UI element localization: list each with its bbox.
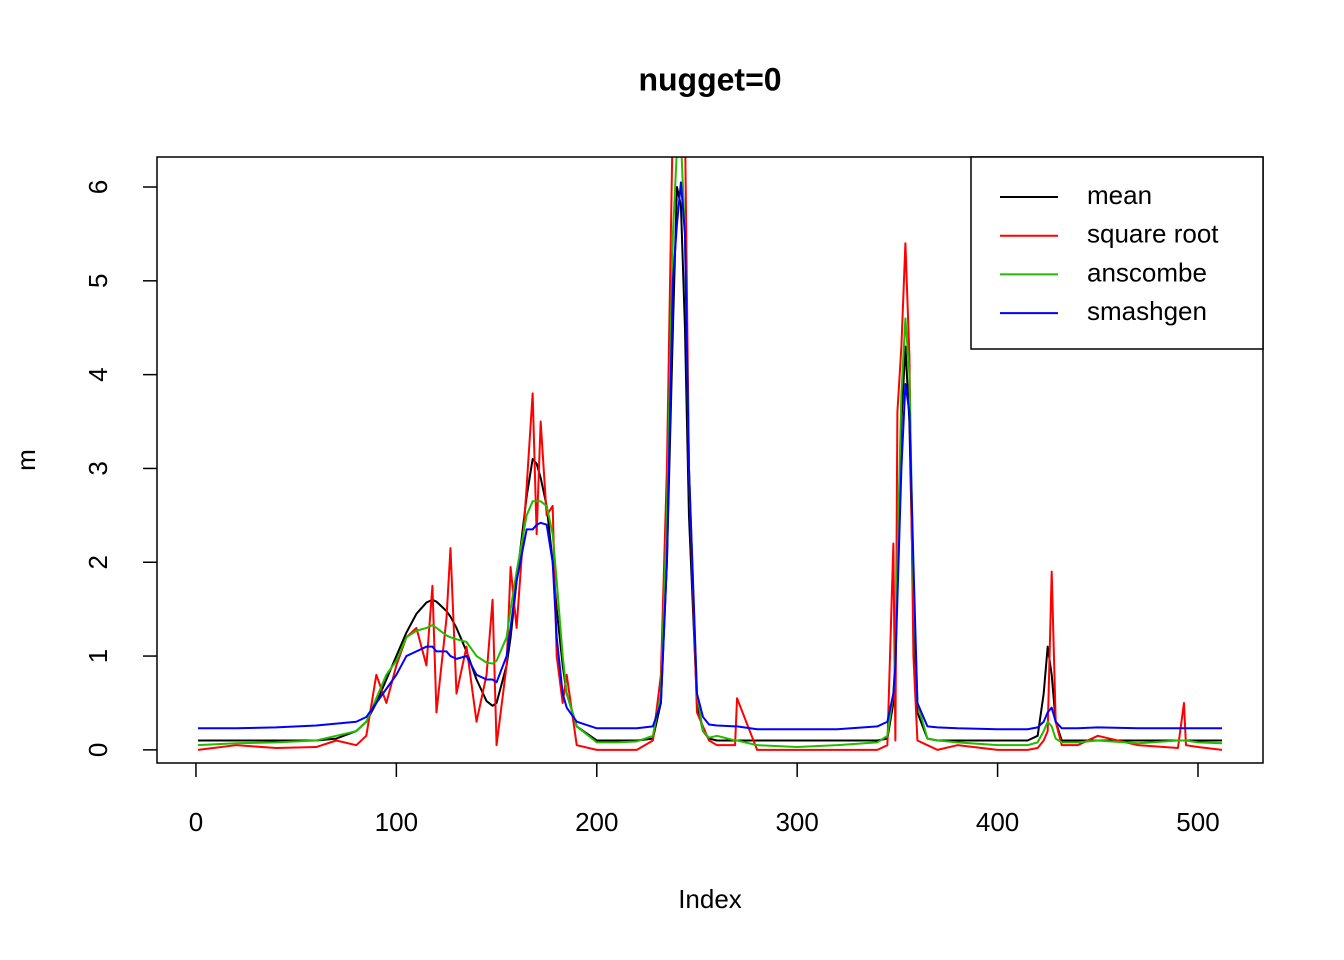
legend-label: mean [1087,180,1152,210]
y-tick-label: 4 [83,367,113,381]
legend-label: anscombe [1087,257,1207,287]
y-tick-label: 6 [83,180,113,194]
x-tick-label: 400 [976,807,1019,837]
x-tick-label: 200 [575,807,618,837]
y-tick-label: 1 [83,649,113,663]
x-axis-label: Index [678,884,742,914]
legend-box [970,156,1264,350]
series-line [197,186,1223,742]
series-line [197,157,1223,749]
y-tick-label: 3 [83,461,113,475]
x-tick-label: 0 [189,807,203,837]
y-tick-label: 5 [83,274,113,288]
x-tick-label: 300 [775,807,818,837]
y-tick-label: 0 [83,743,113,757]
plot-area [197,157,1223,751]
y-tick-label: 2 [83,555,113,569]
x-tick-label: 500 [1176,807,1219,837]
x-tick-label: 100 [375,807,418,837]
chart-title: nugget=0 [638,61,781,97]
series-line [197,181,1223,731]
series-line [197,157,1223,751]
legend-label: square root [1087,219,1219,249]
legend-label: smashgen [1087,296,1207,326]
plot-frame [156,156,1264,764]
y-axis-label: m [11,449,41,471]
